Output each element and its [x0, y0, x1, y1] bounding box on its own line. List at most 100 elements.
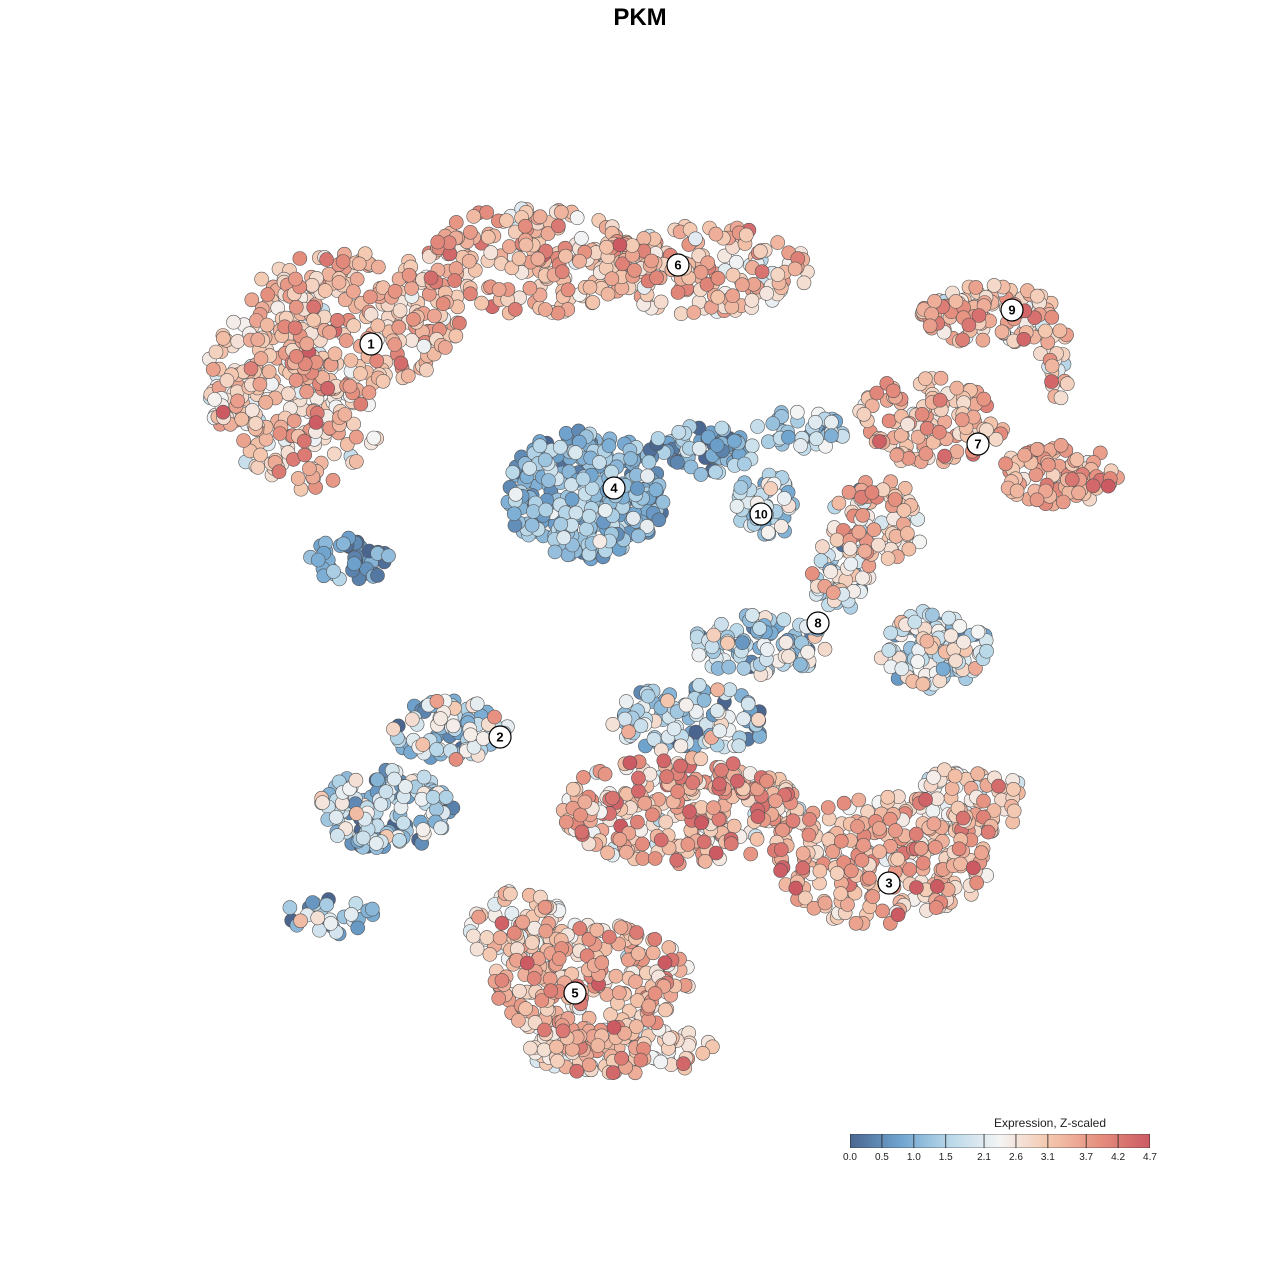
- cell-point: [537, 899, 553, 915]
- cell-point: [1041, 457, 1056, 473]
- cell-point: [856, 837, 871, 853]
- cell-point: [304, 277, 320, 293]
- cell-point: [536, 1042, 552, 1058]
- cell-point: [469, 941, 485, 957]
- cell-point: [597, 503, 613, 518]
- cell-point: [855, 507, 871, 523]
- cell-point: [600, 286, 616, 302]
- cell-point: [926, 770, 941, 785]
- cell-point: [219, 373, 235, 388]
- cell-point: [815, 539, 830, 555]
- cell-point: [976, 793, 991, 809]
- cell-point: [630, 946, 646, 961]
- cell-point: [680, 837, 696, 852]
- cell-point: [366, 430, 382, 446]
- cell-point: [765, 416, 781, 431]
- cell-point: [693, 467, 709, 482]
- cell-point: [511, 1013, 526, 1028]
- cell-point: [897, 480, 913, 496]
- cell-point: [523, 1040, 538, 1056]
- cell-point: [260, 287, 276, 302]
- cell-point: [722, 682, 738, 698]
- cell-point: [499, 213, 514, 228]
- cell-point: [349, 271, 365, 287]
- cell-point: [504, 906, 520, 921]
- cell-point: [825, 585, 841, 600]
- cell-point: [800, 644, 816, 660]
- cell-point: [568, 505, 584, 521]
- cell-point: [448, 328, 464, 344]
- cell-point: [894, 661, 910, 677]
- cell-point: [919, 420, 935, 436]
- cell-point: [823, 428, 839, 444]
- cell-point: [809, 431, 824, 447]
- cluster-label-text: 3: [885, 876, 892, 891]
- cell-point: [448, 215, 464, 230]
- cell-point: [605, 1065, 621, 1080]
- cluster-label-5: 5: [563, 981, 587, 1005]
- cell-point: [833, 833, 849, 849]
- cell-point: [551, 218, 566, 234]
- cell-point: [929, 879, 945, 894]
- cell-point: [781, 429, 796, 445]
- cell-point: [253, 351, 269, 366]
- cell-point: [280, 386, 296, 402]
- cell-point: [708, 226, 724, 242]
- cell-point: [601, 438, 617, 454]
- cell-point: [785, 813, 801, 829]
- cell-point: [631, 783, 646, 799]
- cell-point: [286, 413, 302, 429]
- cell-point: [349, 806, 364, 821]
- cell-point: [492, 930, 508, 946]
- cell-point: [612, 832, 628, 847]
- cell-point: [532, 287, 548, 303]
- cell-point: [737, 456, 752, 472]
- cell-point: [935, 661, 951, 677]
- cell-point: [1017, 447, 1032, 463]
- cell-point: [296, 433, 312, 449]
- cell-point: [1006, 803, 1022, 819]
- cell-point: [653, 1054, 669, 1070]
- cell-point: [644, 253, 659, 269]
- cell-point: [288, 299, 304, 315]
- cell-point: [678, 697, 694, 713]
- cell-point: [776, 491, 792, 506]
- cell-point: [709, 438, 725, 453]
- cell-point: [252, 376, 268, 392]
- cluster-label-circle: [966, 432, 990, 456]
- cell-point: [661, 940, 677, 955]
- cell-point: [857, 543, 873, 559]
- cell-point: [750, 419, 765, 434]
- cluster-label-circle: [877, 871, 901, 895]
- cell-point: [538, 302, 553, 317]
- cell-point: [932, 424, 947, 440]
- cell-point: [1038, 323, 1053, 339]
- cell-point: [676, 1056, 691, 1071]
- cell-point: [558, 425, 574, 441]
- cell-point: [714, 762, 729, 778]
- cell-point: [427, 308, 442, 324]
- cell-point: [569, 210, 585, 225]
- cell-point: [864, 485, 880, 500]
- cell-point: [744, 438, 760, 454]
- cluster-labels-layer: 1 2 3 4 5 6 7 8 9 10: [359, 253, 1024, 1005]
- cell-point: [371, 259, 386, 275]
- cell-point: [293, 913, 308, 929]
- cell-point: [349, 454, 364, 469]
- cell-point: [1056, 494, 1071, 510]
- cell-point: [901, 541, 917, 557]
- cell-point: [404, 281, 419, 296]
- cell-point: [387, 283, 403, 299]
- cell-point: [326, 564, 341, 579]
- cell-point: [353, 366, 368, 381]
- cell-point: [709, 703, 725, 719]
- cell-point: [541, 473, 556, 488]
- cell-point: [568, 445, 583, 460]
- cell-point: [538, 502, 554, 518]
- cell-point: [230, 334, 245, 349]
- cell-point: [795, 846, 811, 861]
- cell-point: [471, 909, 487, 925]
- cell-point: [823, 564, 839, 580]
- cell-point: [328, 809, 344, 825]
- cell-point: [947, 768, 963, 784]
